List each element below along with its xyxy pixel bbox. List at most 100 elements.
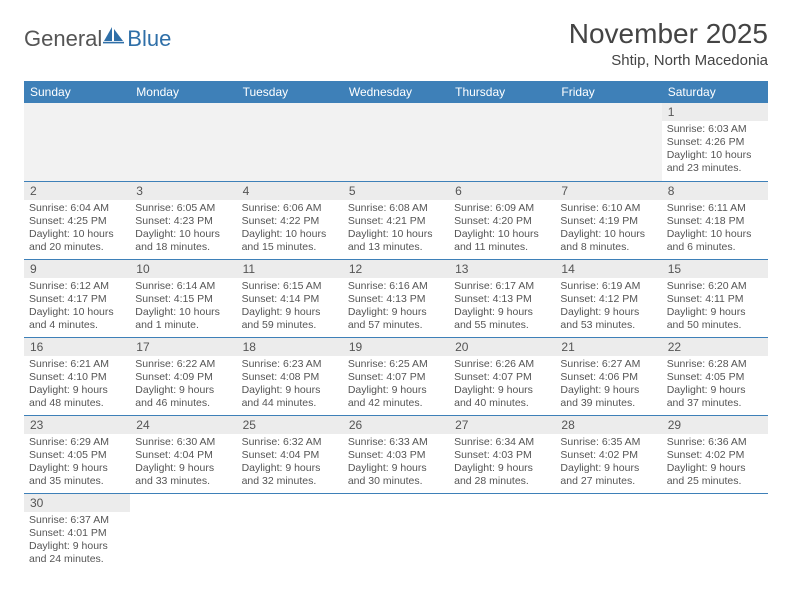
weekday-header: Saturday <box>662 81 768 103</box>
calendar-day-cell: 14Sunrise: 6:19 AMSunset: 4:12 PMDayligh… <box>555 259 661 337</box>
calendar-day-cell: 5Sunrise: 6:08 AMSunset: 4:21 PMDaylight… <box>343 181 449 259</box>
day-details: Sunrise: 6:23 AMSunset: 4:08 PMDaylight:… <box>237 356 343 414</box>
day-details: Sunrise: 6:14 AMSunset: 4:15 PMDaylight:… <box>130 278 236 336</box>
calendar-empty-cell <box>449 493 555 571</box>
day-number: 30 <box>24 494 130 512</box>
day-details: Sunrise: 6:36 AMSunset: 4:02 PMDaylight:… <box>662 434 768 492</box>
day-details: Sunrise: 6:19 AMSunset: 4:12 PMDaylight:… <box>555 278 661 336</box>
calendar-day-cell: 8Sunrise: 6:11 AMSunset: 4:18 PMDaylight… <box>662 181 768 259</box>
day-number: 4 <box>237 182 343 200</box>
day-number: 19 <box>343 338 449 356</box>
brand-part1: General <box>24 26 102 52</box>
calendar-day-cell: 27Sunrise: 6:34 AMSunset: 4:03 PMDayligh… <box>449 415 555 493</box>
calendar-empty-cell <box>449 103 555 181</box>
calendar-empty-cell <box>130 493 236 571</box>
day-number: 23 <box>24 416 130 434</box>
day-details: Sunrise: 6:17 AMSunset: 4:13 PMDaylight:… <box>449 278 555 336</box>
calendar-empty-cell <box>343 493 449 571</box>
day-details: Sunrise: 6:03 AMSunset: 4:26 PMDaylight:… <box>662 121 768 179</box>
day-details: Sunrise: 6:11 AMSunset: 4:18 PMDaylight:… <box>662 200 768 258</box>
calendar-day-cell: 26Sunrise: 6:33 AMSunset: 4:03 PMDayligh… <box>343 415 449 493</box>
calendar-empty-cell <box>555 493 661 571</box>
day-number: 16 <box>24 338 130 356</box>
day-number: 21 <box>555 338 661 356</box>
day-details: Sunrise: 6:27 AMSunset: 4:06 PMDaylight:… <box>555 356 661 414</box>
day-details: Sunrise: 6:08 AMSunset: 4:21 PMDaylight:… <box>343 200 449 258</box>
day-details: Sunrise: 6:30 AMSunset: 4:04 PMDaylight:… <box>130 434 236 492</box>
calendar-day-cell: 30Sunrise: 6:37 AMSunset: 4:01 PMDayligh… <box>24 493 130 571</box>
calendar-body: 1Sunrise: 6:03 AMSunset: 4:26 PMDaylight… <box>24 103 768 571</box>
calendar-empty-cell <box>555 103 661 181</box>
day-number: 28 <box>555 416 661 434</box>
page-header: General Blue November 2025 Shtip, North M… <box>24 18 768 69</box>
brand-logo: General Blue <box>24 18 171 53</box>
weekday-header: Tuesday <box>237 81 343 103</box>
calendar-day-cell: 9Sunrise: 6:12 AMSunset: 4:17 PMDaylight… <box>24 259 130 337</box>
day-number: 14 <box>555 260 661 278</box>
calendar-day-cell: 10Sunrise: 6:14 AMSunset: 4:15 PMDayligh… <box>130 259 236 337</box>
calendar-day-cell: 13Sunrise: 6:17 AMSunset: 4:13 PMDayligh… <box>449 259 555 337</box>
calendar-day-cell: 19Sunrise: 6:25 AMSunset: 4:07 PMDayligh… <box>343 337 449 415</box>
day-number: 3 <box>130 182 236 200</box>
day-details: Sunrise: 6:25 AMSunset: 4:07 PMDaylight:… <box>343 356 449 414</box>
day-details: Sunrise: 6:34 AMSunset: 4:03 PMDaylight:… <box>449 434 555 492</box>
calendar-day-cell: 2Sunrise: 6:04 AMSunset: 4:25 PMDaylight… <box>24 181 130 259</box>
page-title: November 2025 <box>569 18 768 50</box>
day-number: 11 <box>237 260 343 278</box>
day-details: Sunrise: 6:15 AMSunset: 4:14 PMDaylight:… <box>237 278 343 336</box>
calendar-weekday-header: SundayMondayTuesdayWednesdayThursdayFrid… <box>24 81 768 103</box>
day-number: 2 <box>24 182 130 200</box>
calendar-day-cell: 21Sunrise: 6:27 AMSunset: 4:06 PMDayligh… <box>555 337 661 415</box>
calendar-empty-cell <box>24 103 130 181</box>
day-details: Sunrise: 6:28 AMSunset: 4:05 PMDaylight:… <box>662 356 768 414</box>
weekday-header: Monday <box>130 81 236 103</box>
day-details: Sunrise: 6:22 AMSunset: 4:09 PMDaylight:… <box>130 356 236 414</box>
calendar-day-cell: 28Sunrise: 6:35 AMSunset: 4:02 PMDayligh… <box>555 415 661 493</box>
day-details: Sunrise: 6:21 AMSunset: 4:10 PMDaylight:… <box>24 356 130 414</box>
day-number: 20 <box>449 338 555 356</box>
calendar-day-cell: 15Sunrise: 6:20 AMSunset: 4:11 PMDayligh… <box>662 259 768 337</box>
day-details: Sunrise: 6:35 AMSunset: 4:02 PMDaylight:… <box>555 434 661 492</box>
calendar-day-cell: 11Sunrise: 6:15 AMSunset: 4:14 PMDayligh… <box>237 259 343 337</box>
calendar-day-cell: 1Sunrise: 6:03 AMSunset: 4:26 PMDaylight… <box>662 103 768 181</box>
day-details: Sunrise: 6:10 AMSunset: 4:19 PMDaylight:… <box>555 200 661 258</box>
day-details: Sunrise: 6:16 AMSunset: 4:13 PMDaylight:… <box>343 278 449 336</box>
calendar-day-cell: 24Sunrise: 6:30 AMSunset: 4:04 PMDayligh… <box>130 415 236 493</box>
day-number: 13 <box>449 260 555 278</box>
calendar-day-cell: 16Sunrise: 6:21 AMSunset: 4:10 PMDayligh… <box>24 337 130 415</box>
day-number: 1 <box>662 103 768 121</box>
calendar-day-cell: 25Sunrise: 6:32 AMSunset: 4:04 PMDayligh… <box>237 415 343 493</box>
day-number: 29 <box>662 416 768 434</box>
calendar-empty-cell <box>237 103 343 181</box>
calendar-empty-cell <box>237 493 343 571</box>
day-number: 17 <box>130 338 236 356</box>
calendar-day-cell: 7Sunrise: 6:10 AMSunset: 4:19 PMDaylight… <box>555 181 661 259</box>
day-details: Sunrise: 6:06 AMSunset: 4:22 PMDaylight:… <box>237 200 343 258</box>
page-subtitle: Shtip, North Macedonia <box>569 52 768 69</box>
day-details: Sunrise: 6:26 AMSunset: 4:07 PMDaylight:… <box>449 356 555 414</box>
weekday-header: Sunday <box>24 81 130 103</box>
day-details: Sunrise: 6:29 AMSunset: 4:05 PMDaylight:… <box>24 434 130 492</box>
day-number: 25 <box>237 416 343 434</box>
weekday-header: Wednesday <box>343 81 449 103</box>
day-number: 24 <box>130 416 236 434</box>
sail-icon <box>103 24 125 50</box>
day-details: Sunrise: 6:05 AMSunset: 4:23 PMDaylight:… <box>130 200 236 258</box>
day-number: 5 <box>343 182 449 200</box>
calendar-day-cell: 12Sunrise: 6:16 AMSunset: 4:13 PMDayligh… <box>343 259 449 337</box>
calendar-day-cell: 18Sunrise: 6:23 AMSunset: 4:08 PMDayligh… <box>237 337 343 415</box>
calendar-day-cell: 17Sunrise: 6:22 AMSunset: 4:09 PMDayligh… <box>130 337 236 415</box>
calendar-empty-cell <box>662 493 768 571</box>
calendar-day-cell: 4Sunrise: 6:06 AMSunset: 4:22 PMDaylight… <box>237 181 343 259</box>
day-number: 15 <box>662 260 768 278</box>
brand-part2: Blue <box>127 26 171 52</box>
day-details: Sunrise: 6:12 AMSunset: 4:17 PMDaylight:… <box>24 278 130 336</box>
day-details: Sunrise: 6:20 AMSunset: 4:11 PMDaylight:… <box>662 278 768 336</box>
calendar-day-cell: 22Sunrise: 6:28 AMSunset: 4:05 PMDayligh… <box>662 337 768 415</box>
day-number: 27 <box>449 416 555 434</box>
day-number: 12 <box>343 260 449 278</box>
calendar-day-cell: 6Sunrise: 6:09 AMSunset: 4:20 PMDaylight… <box>449 181 555 259</box>
day-details: Sunrise: 6:09 AMSunset: 4:20 PMDaylight:… <box>449 200 555 258</box>
calendar-table: SundayMondayTuesdayWednesdayThursdayFrid… <box>24 81 768 571</box>
calendar-day-cell: 29Sunrise: 6:36 AMSunset: 4:02 PMDayligh… <box>662 415 768 493</box>
